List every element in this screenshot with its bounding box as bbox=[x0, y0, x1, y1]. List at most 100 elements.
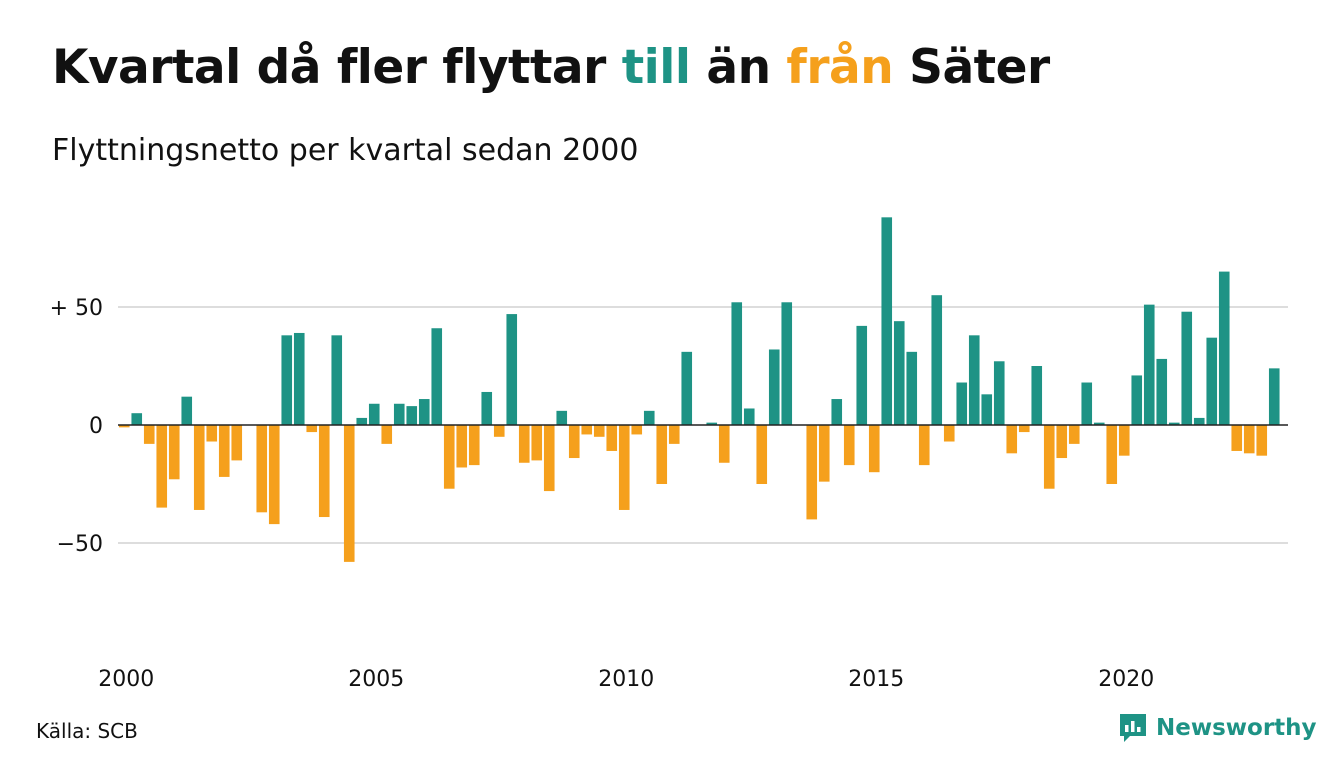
bar bbox=[1256, 425, 1268, 456]
x-tick-label: 2020 bbox=[1098, 667, 1154, 692]
bar bbox=[1018, 425, 1030, 433]
bar bbox=[318, 425, 330, 518]
x-tick-label: 2015 bbox=[848, 667, 904, 692]
bar bbox=[1193, 417, 1205, 425]
title-highlight-till: till bbox=[621, 40, 691, 95]
bar bbox=[706, 422, 718, 425]
bar bbox=[206, 425, 218, 442]
bar bbox=[1168, 422, 1180, 425]
bar bbox=[456, 425, 468, 468]
bar bbox=[1081, 382, 1093, 425]
title-part-1: Kvartal då fler flyttar bbox=[52, 40, 622, 95]
bars-layer bbox=[118, 217, 1280, 562]
bar bbox=[256, 425, 268, 513]
bar bbox=[543, 425, 555, 492]
bar-chart-speech-bubble-icon bbox=[1120, 714, 1146, 742]
bar bbox=[981, 394, 993, 425]
bar bbox=[1268, 368, 1280, 425]
bar bbox=[1093, 422, 1105, 425]
bar bbox=[731, 302, 743, 425]
chart-subtitle: Flyttningsnetto per kvartal sedan 2000 bbox=[52, 133, 639, 168]
bar bbox=[1118, 425, 1130, 456]
bar bbox=[618, 425, 630, 510]
bar bbox=[831, 399, 843, 425]
bar bbox=[406, 406, 418, 425]
bar bbox=[993, 361, 1005, 425]
bar bbox=[656, 425, 668, 484]
bar bbox=[856, 325, 868, 425]
bar bbox=[331, 335, 343, 425]
bar bbox=[868, 425, 880, 473]
bar bbox=[568, 425, 580, 459]
bar bbox=[1006, 425, 1018, 454]
bar bbox=[293, 332, 305, 425]
bar bbox=[1131, 375, 1143, 425]
y-tick-label: + 50 bbox=[50, 296, 103, 321]
bar bbox=[581, 425, 593, 435]
bar bbox=[493, 425, 505, 437]
x-tick-label: 2000 bbox=[98, 667, 154, 692]
bar bbox=[606, 425, 618, 451]
bar bbox=[668, 425, 680, 444]
bar bbox=[181, 396, 193, 425]
bar bbox=[893, 321, 905, 425]
bar bbox=[306, 425, 318, 433]
bar bbox=[143, 425, 155, 444]
bar bbox=[818, 425, 830, 482]
bar bbox=[281, 335, 293, 425]
bar bbox=[1056, 425, 1068, 459]
bar bbox=[468, 425, 480, 466]
bar bbox=[193, 425, 205, 510]
bar bbox=[431, 328, 443, 425]
bar bbox=[1143, 304, 1155, 425]
bar bbox=[443, 425, 455, 489]
bar bbox=[593, 425, 605, 437]
source-label: Källa: SCB bbox=[36, 719, 138, 743]
bar bbox=[1068, 425, 1080, 444]
bar bbox=[268, 425, 280, 525]
y-tick-label: −50 bbox=[57, 532, 103, 557]
bar bbox=[1231, 425, 1243, 451]
bar bbox=[681, 351, 693, 425]
bar bbox=[631, 425, 643, 435]
title-highlight-fran: från bbox=[786, 40, 894, 95]
bar bbox=[1043, 425, 1055, 489]
brand-logo[interactable]: Newsworthy bbox=[1118, 712, 1317, 744]
bar bbox=[743, 408, 755, 425]
bar bbox=[556, 410, 568, 425]
bar bbox=[881, 217, 893, 425]
bar bbox=[231, 425, 243, 461]
bar bbox=[531, 425, 543, 461]
bar bbox=[1031, 366, 1043, 425]
title-part-2: än bbox=[690, 40, 787, 95]
title-part-3: Säter bbox=[893, 40, 1050, 95]
bar bbox=[968, 335, 980, 425]
bar bbox=[381, 425, 393, 444]
bar bbox=[131, 413, 143, 425]
bar bbox=[1181, 311, 1193, 425]
bar-chart: + 50 0 −50 2000 2005 2010 2015 2020 bbox=[50, 217, 1288, 692]
axis-layer: + 50 0 −50 2000 2005 2010 2015 2020 bbox=[50, 296, 1288, 692]
bar bbox=[156, 425, 168, 508]
bar bbox=[481, 391, 493, 425]
bar bbox=[368, 403, 380, 425]
bar bbox=[343, 425, 355, 562]
bar bbox=[906, 351, 918, 425]
chart-title: Kvartal då fler flyttar till än från Sät… bbox=[52, 40, 1050, 95]
bar bbox=[393, 403, 405, 425]
bar bbox=[781, 302, 793, 425]
bar bbox=[1206, 337, 1218, 425]
bar bbox=[918, 425, 930, 466]
bar bbox=[118, 425, 130, 428]
bar bbox=[356, 417, 368, 425]
bar bbox=[643, 410, 655, 425]
bar bbox=[806, 425, 818, 520]
bar bbox=[418, 399, 430, 425]
bar bbox=[1243, 425, 1255, 454]
bar bbox=[768, 349, 780, 425]
bar bbox=[168, 425, 180, 480]
bar bbox=[518, 425, 530, 463]
x-tick-label: 2010 bbox=[598, 667, 654, 692]
bar bbox=[506, 314, 518, 425]
bar bbox=[1218, 271, 1230, 425]
